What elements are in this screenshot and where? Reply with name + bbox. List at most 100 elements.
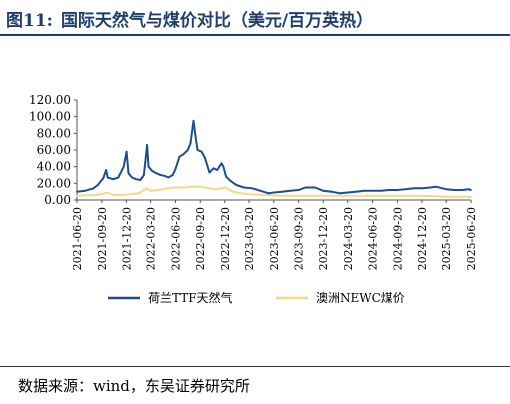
series-line	[76, 119, 472, 195]
x-tick-label: 2021-09-20	[96, 207, 109, 270]
data-point	[259, 189, 262, 192]
data-point	[304, 186, 307, 189]
data-point	[100, 193, 103, 196]
data-point	[264, 194, 267, 196]
x-tick-label: 2023-03-20	[243, 207, 256, 270]
legend: 荷兰TTF天然气 澳洲NEWC煤价	[108, 290, 405, 305]
source-note: 数据来源：wind，东吴证券研究所	[18, 377, 250, 395]
x-axis: 2021-06-20 2021-09-20 2021-12-20 2022-03-20…	[71, 199, 478, 270]
data-point	[200, 150, 203, 153]
data-point	[232, 190, 235, 193]
data-point	[297, 194, 300, 197]
data-point	[222, 165, 225, 168]
data-point	[355, 190, 357, 193]
data-point	[92, 194, 95, 196]
series-ttf-gas	[76, 119, 472, 195]
data-point	[330, 190, 333, 193]
legend-item: 荷兰TTF天然气	[108, 290, 233, 305]
data-point	[120, 194, 123, 196]
data-point	[461, 189, 464, 191]
data-point	[178, 155, 181, 158]
data-point	[166, 187, 169, 190]
x-tick-label: 2024-03-20	[342, 207, 355, 270]
data-point	[346, 194, 349, 197]
data-point	[273, 191, 275, 194]
data-point	[106, 191, 109, 194]
x-tick-label: 2022-06-20	[169, 207, 182, 270]
data-point	[76, 194, 78, 197]
x-tick-label: 2024-06-20	[367, 207, 380, 270]
data-point	[267, 192, 270, 195]
data-point	[131, 176, 133, 179]
data-point	[240, 192, 243, 195]
x-tick-label: 2024-09-20	[391, 207, 404, 270]
x-tick-label: 2022-09-20	[194, 207, 207, 270]
figure-title: 图11: 国际天然气与煤价对比（美元/百万英热）	[6, 6, 373, 31]
data-point	[379, 189, 382, 192]
data-point	[388, 189, 390, 191]
data-point	[212, 167, 215, 170]
data-point	[135, 178, 138, 181]
data-point	[251, 187, 254, 190]
data-point	[243, 186, 245, 189]
series-layer	[76, 119, 472, 198]
x-tick-label: 2021-06-20	[71, 207, 84, 270]
data-point	[105, 169, 107, 171]
data-point	[143, 174, 145, 176]
data-point	[171, 174, 174, 176]
data-point	[429, 186, 432, 189]
data-point	[208, 171, 211, 174]
data-point	[151, 169, 153, 172]
data-point	[470, 195, 472, 198]
data-point	[76, 190, 78, 193]
line-chart: 0.00 20.00 40.00 60.00 80.00 100.00 120.00 202…	[29, 93, 478, 305]
data-point	[225, 175, 228, 178]
y-tick-label: 20.00	[37, 176, 71, 190]
data-point	[129, 193, 132, 196]
data-point	[127, 172, 130, 175]
data-point	[196, 149, 199, 151]
legend-label: 澳洲NEWC煤价	[316, 291, 405, 305]
data-point	[189, 142, 192, 145]
data-point	[125, 150, 128, 153]
figure-header: 图11: 国际天然气与煤价对比（美元/百万英热）	[0, 0, 510, 36]
data-point	[163, 174, 166, 177]
data-point	[421, 187, 423, 190]
data-point	[182, 186, 185, 189]
y-tick-label: 80.00	[37, 126, 71, 140]
data-point	[371, 194, 374, 197]
data-point	[167, 176, 170, 179]
data-point	[421, 194, 423, 197]
data-point	[339, 192, 341, 195]
data-point	[158, 189, 160, 191]
x-tick-label: 2023-12-20	[317, 207, 330, 270]
data-point	[314, 186, 316, 189]
data-point	[84, 189, 86, 192]
data-point	[191, 185, 193, 188]
y-axis: 0.00 20.00 40.00 60.00 80.00 100.00 120.00	[29, 93, 78, 207]
data-point	[112, 178, 114, 181]
data-point	[174, 168, 177, 171]
figure-title-text: 国际天然气与煤价对比（美元/百万英热）	[60, 11, 374, 31]
y-tick-label: 40.00	[37, 160, 71, 174]
data-point	[207, 187, 210, 190]
data-point	[147, 165, 150, 168]
data-point	[467, 188, 470, 191]
data-point	[289, 189, 292, 192]
data-point	[346, 191, 349, 194]
data-point	[248, 193, 251, 196]
data-point	[281, 194, 283, 197]
y-tick-label: 0.00	[44, 193, 71, 207]
data-point	[215, 188, 218, 191]
series-newc-coal	[76, 185, 472, 198]
data-point	[174, 186, 177, 189]
data-point	[223, 186, 226, 189]
data-point	[149, 189, 152, 192]
data-point	[106, 176, 109, 179]
data-point	[470, 189, 472, 191]
data-point	[322, 189, 325, 192]
data-point	[229, 179, 232, 182]
data-point	[155, 172, 158, 175]
data-point	[182, 153, 185, 156]
x-tick-label: 2022-12-20	[219, 207, 232, 270]
